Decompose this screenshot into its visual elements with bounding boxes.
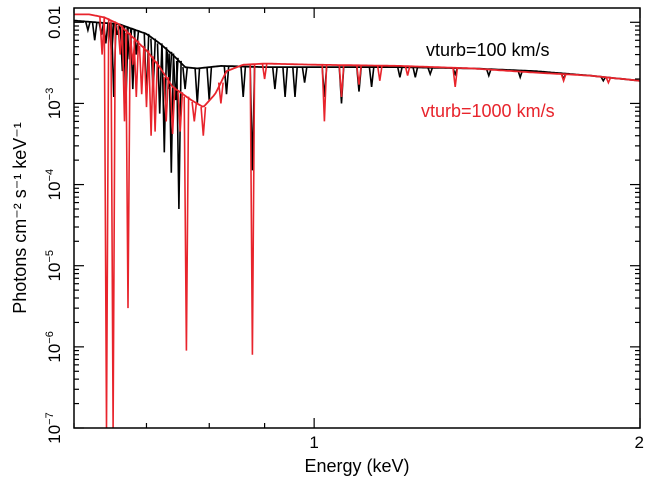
absorption-line-1-11 [152, 61, 159, 132]
absorption-line-0-15 [161, 47, 168, 153]
absorption-line-1-16 [191, 101, 198, 122]
y-tick-label: 10−4 [44, 169, 64, 200]
svg-text:10−7: 10−7 [44, 412, 64, 443]
absorption-line-0-19 [175, 60, 182, 210]
absorption-line-0-24 [240, 66, 247, 98]
y-tick-label: 10−7 [44, 412, 64, 443]
absorption-line-1-28 [605, 77, 612, 85]
absorption-line-1-9 [143, 50, 150, 108]
ticks-layer [73, 8, 641, 429]
svg-text:10−5: 10−5 [44, 250, 64, 281]
absorption-line-0-14 [156, 43, 163, 114]
absorption-line-1-21 [321, 64, 328, 122]
series-group-0 [74, 19, 640, 210]
y-tick-label: 0.01 [45, 6, 64, 39]
absorption-line-1-10 [148, 56, 155, 136]
absorption-line-1-17 [200, 107, 207, 136]
tick-labels: 0.01 10−3 10−4 10−5 10−6 10−7 1 2 [44, 6, 644, 452]
absorption-line-1-15 [183, 96, 190, 351]
absorption-line-0-34 [396, 66, 403, 78]
absorption-line-0-27 [282, 67, 289, 98]
absorption-line-1-14 [177, 92, 184, 132]
absorption-line-0-21 [194, 68, 201, 104]
x-axis-label: Energy (keV) [304, 456, 409, 476]
absorption-line-1-20 [261, 63, 268, 80]
absorption-line-1-8 [138, 45, 145, 95]
absorption-line-0-1 [91, 22, 98, 41]
svg-text:10−6: 10−6 [44, 331, 64, 362]
plot-frame [73, 7, 641, 429]
absorption-line-1-7 [133, 40, 140, 98]
absorption-line-1-5 [125, 32, 131, 309]
absorption-line-0-20 [182, 67, 189, 90]
absorption-line-0-28 [292, 67, 298, 98]
absorption-line-0-26 [271, 67, 278, 90]
absorption-line-1-19 [249, 64, 256, 355]
absorption-line-0-36 [427, 67, 434, 77]
y-tick-label: 10−5 [44, 250, 64, 281]
absorption-line-1-23 [356, 65, 362, 85]
y-axis-label: Photons cm⁻² s⁻¹ keV⁻¹ [10, 122, 30, 314]
svg-text:10−4: 10−4 [44, 169, 64, 200]
absorption-line-0-33 [368, 67, 375, 87]
absorption-line-0-29 [301, 66, 308, 83]
x-tick-label: 1 [309, 433, 318, 452]
absorption-line-1-2 [110, 21, 117, 428]
absorption-line-1-26 [452, 67, 459, 87]
absorption-line-1-24 [376, 65, 383, 81]
absorption-line-1-25 [404, 66, 411, 76]
absorption-line-0-41 [600, 76, 607, 83]
absorption-line-1-1 [103, 18, 110, 428]
y-tick-label: 10−3 [44, 88, 64, 119]
absorption-line-0-38 [485, 68, 492, 79]
absorption-line-1-18 [217, 82, 224, 104]
x-tick-label: 2 [635, 433, 644, 452]
absorption-line-1-12 [163, 77, 170, 122]
absorption-line-1-27 [560, 73, 567, 84]
absorption-line-0-22 [206, 67, 213, 101]
y-tick-label: 10−6 [44, 331, 64, 362]
svg-text:10−3: 10−3 [44, 88, 64, 119]
absorption-line-1-13 [169, 86, 176, 135]
series-layer [74, 13, 640, 428]
annotation-vturb-100: vturb=100 km/s [426, 40, 550, 60]
annotation-vturb-1000: vturb=1000 km/s [421, 101, 555, 121]
absorption-line-1-22 [338, 65, 345, 98]
absorption-line-0-0 [84, 21, 91, 34]
svg-text:0.01: 0.01 [45, 6, 64, 39]
absorption-line-0-39 [517, 70, 524, 80]
absorption-line-0-17 [168, 53, 175, 173]
series-group-1 [74, 13, 640, 428]
absorption-line-0-35 [412, 67, 419, 78]
